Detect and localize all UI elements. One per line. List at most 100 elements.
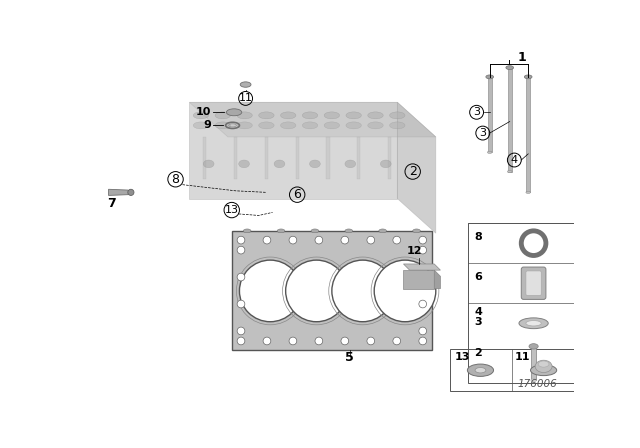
Ellipse shape bbox=[243, 229, 251, 233]
Text: 7: 7 bbox=[108, 197, 116, 210]
Circle shape bbox=[367, 236, 374, 244]
Bar bbox=[526, 77, 530, 192]
Ellipse shape bbox=[467, 364, 493, 376]
Ellipse shape bbox=[390, 112, 405, 119]
FancyBboxPatch shape bbox=[388, 137, 391, 179]
Circle shape bbox=[419, 327, 427, 335]
Ellipse shape bbox=[488, 151, 492, 154]
Ellipse shape bbox=[310, 160, 320, 168]
Circle shape bbox=[237, 337, 245, 345]
Circle shape bbox=[419, 246, 427, 254]
Ellipse shape bbox=[204, 160, 214, 168]
Circle shape bbox=[289, 236, 297, 244]
Ellipse shape bbox=[535, 360, 552, 373]
Text: 4: 4 bbox=[474, 307, 482, 318]
Ellipse shape bbox=[526, 191, 531, 194]
Ellipse shape bbox=[280, 112, 296, 119]
Ellipse shape bbox=[475, 367, 486, 373]
FancyBboxPatch shape bbox=[526, 271, 541, 296]
Ellipse shape bbox=[526, 321, 541, 326]
FancyBboxPatch shape bbox=[234, 137, 237, 179]
Text: 2: 2 bbox=[474, 348, 482, 358]
FancyBboxPatch shape bbox=[204, 137, 206, 179]
Text: 8: 8 bbox=[172, 173, 180, 186]
Bar bbox=[508, 68, 511, 172]
Circle shape bbox=[419, 273, 427, 281]
Circle shape bbox=[393, 236, 401, 244]
Text: 6: 6 bbox=[293, 188, 301, 201]
Text: 11: 11 bbox=[239, 94, 253, 103]
Ellipse shape bbox=[345, 229, 353, 233]
Ellipse shape bbox=[531, 365, 557, 375]
FancyBboxPatch shape bbox=[326, 137, 330, 179]
Text: 4: 4 bbox=[511, 155, 518, 165]
Circle shape bbox=[393, 337, 401, 345]
Ellipse shape bbox=[379, 229, 387, 233]
Bar bbox=[468, 223, 575, 383]
Circle shape bbox=[419, 236, 427, 244]
Ellipse shape bbox=[413, 229, 420, 233]
Polygon shape bbox=[189, 102, 436, 137]
Circle shape bbox=[419, 300, 427, 308]
Circle shape bbox=[374, 260, 436, 322]
Circle shape bbox=[419, 337, 427, 345]
Circle shape bbox=[332, 260, 394, 322]
Circle shape bbox=[289, 337, 297, 345]
Ellipse shape bbox=[529, 344, 538, 349]
FancyBboxPatch shape bbox=[296, 137, 299, 179]
FancyBboxPatch shape bbox=[357, 137, 360, 179]
Ellipse shape bbox=[237, 112, 252, 119]
Text: 3: 3 bbox=[479, 128, 486, 138]
Circle shape bbox=[341, 236, 349, 244]
Circle shape bbox=[237, 327, 245, 335]
Ellipse shape bbox=[193, 112, 209, 119]
Circle shape bbox=[285, 260, 348, 322]
Ellipse shape bbox=[346, 112, 362, 119]
Text: 13: 13 bbox=[225, 205, 239, 215]
Circle shape bbox=[237, 246, 245, 254]
Text: 6: 6 bbox=[474, 272, 482, 282]
Ellipse shape bbox=[519, 318, 548, 329]
Ellipse shape bbox=[259, 122, 274, 129]
Text: 5: 5 bbox=[345, 351, 354, 364]
Bar bbox=[488, 77, 492, 152]
Circle shape bbox=[237, 273, 245, 281]
Text: 11: 11 bbox=[515, 352, 531, 362]
Circle shape bbox=[263, 337, 271, 345]
Ellipse shape bbox=[538, 361, 549, 367]
Ellipse shape bbox=[506, 66, 513, 69]
Ellipse shape bbox=[311, 229, 319, 233]
Text: 13: 13 bbox=[454, 352, 470, 362]
FancyBboxPatch shape bbox=[521, 267, 546, 299]
Bar bbox=[450, 349, 575, 391]
Circle shape bbox=[239, 260, 301, 322]
Ellipse shape bbox=[508, 170, 512, 173]
Bar bbox=[531, 346, 536, 380]
Bar bbox=[403, 270, 435, 289]
Text: 9: 9 bbox=[203, 121, 211, 130]
Ellipse shape bbox=[390, 122, 405, 129]
Ellipse shape bbox=[237, 122, 252, 129]
FancyBboxPatch shape bbox=[265, 137, 268, 179]
Polygon shape bbox=[435, 270, 440, 289]
Ellipse shape bbox=[227, 109, 242, 116]
Ellipse shape bbox=[531, 379, 536, 382]
Ellipse shape bbox=[302, 112, 317, 119]
Circle shape bbox=[315, 337, 323, 345]
Ellipse shape bbox=[368, 112, 383, 119]
Text: 3: 3 bbox=[473, 107, 480, 117]
Circle shape bbox=[237, 236, 245, 244]
Text: 2: 2 bbox=[409, 165, 417, 178]
Text: 176006: 176006 bbox=[518, 379, 557, 389]
Circle shape bbox=[128, 189, 134, 195]
Polygon shape bbox=[403, 264, 440, 270]
Circle shape bbox=[315, 236, 323, 244]
Circle shape bbox=[237, 300, 245, 308]
Polygon shape bbox=[189, 102, 397, 198]
Text: 12: 12 bbox=[406, 246, 422, 256]
Ellipse shape bbox=[380, 160, 391, 168]
Ellipse shape bbox=[274, 160, 285, 168]
Circle shape bbox=[341, 337, 349, 345]
Ellipse shape bbox=[302, 122, 317, 129]
Ellipse shape bbox=[345, 160, 356, 168]
